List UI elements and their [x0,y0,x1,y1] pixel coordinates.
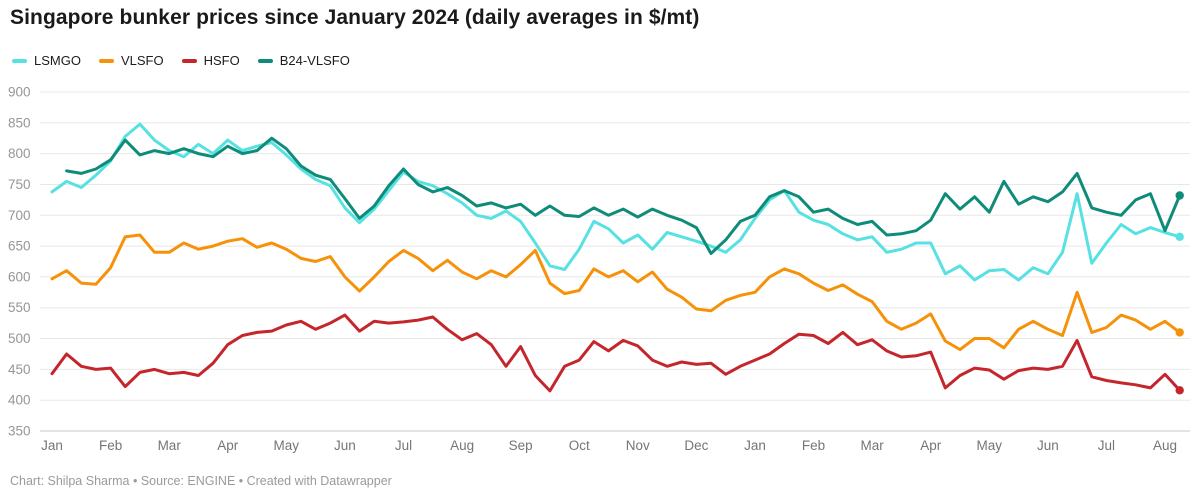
x-tick-label: Jul [1098,438,1115,453]
x-tick-label: Jan [744,438,766,453]
y-tick-label: 350 [8,424,31,439]
x-tick-label: Feb [99,438,122,453]
y-tick-label: 700 [8,208,31,223]
x-tick-label: Jan [41,438,63,453]
y-tick-label: 750 [8,177,31,192]
series-line-lsmgo [50,122,1182,282]
y-tick-label: 500 [8,331,31,346]
y-tick-label: 800 [8,146,31,161]
x-tick-label: Apr [217,438,239,453]
y-tick-label: 900 [8,85,31,100]
hsfo-swatch-icon [181,58,197,63]
series-line-hsfo [50,313,1182,393]
x-tick-label: Jul [395,438,412,453]
x-tick-label: Oct [569,438,590,453]
x-tick-label: Aug [450,438,474,453]
x-tick-label: Apr [920,438,942,453]
x-tick-label: Aug [1153,438,1177,453]
series-end-marker-vlsfo [1175,328,1184,337]
legend-item-b24-vlsfo: B24-VLSFO [257,53,350,68]
vlsfo-swatch-icon [98,58,114,63]
legend-item-vlsfo: VLSFO [98,53,164,68]
y-tick-label: 600 [8,269,31,284]
legend-label-b24-vlsfo: B24-VLSFO [279,53,350,68]
lsmgo-swatch-icon [12,58,27,63]
legend-item-lsmgo: LSMGO [12,53,81,68]
x-tick-label: Dec [684,438,708,453]
series-end-marker-hsfo [1175,386,1184,395]
x-tick-label: May [977,438,1003,453]
x-tick-label: Mar [158,438,182,453]
legend-label-lsmgo: LSMGO [34,53,81,68]
series-end-marker-lsmgo [1175,232,1184,241]
line-chart-plot: 350 400 450 500 550 600 650 700 750 800 850 900 Jan F… [8,85,1190,453]
x-tick-label: Sep [509,438,533,453]
legend-label-vlsfo: VLSFO [120,53,164,68]
chart-legend: LSMGO VLSFO HSFO B24-VLSFO [12,53,368,68]
y-tick-label: 850 [8,115,31,130]
series-line-b24-vlsfo [65,136,1182,255]
y-tick-label: 400 [8,393,31,408]
series-line-vlsfo [50,233,1182,352]
legend-label-hsfo: HSFO [203,53,240,68]
page-title: Singapore bunker prices since January 20… [10,6,700,29]
x-tick-label: Jun [1037,438,1059,453]
y-tick-label: 450 [8,362,31,377]
x-tick-label: Feb [802,438,825,453]
y-tick-label: 650 [8,239,31,254]
chart-footer-attribution: Chart: Shilpa Sharma • Source: ENGINE • … [10,474,392,488]
legend-item-hsfo: HSFO [181,53,240,68]
x-tick-label: Jun [334,438,356,453]
x-tick-label: May [274,438,300,453]
x-tick-label: Nov [626,438,650,453]
y-tick-label: 550 [8,300,31,315]
x-tick-label: Mar [860,438,884,453]
series-end-marker-b24-vlsfo [1175,191,1184,200]
b24-vlsfo-swatch-icon [257,58,273,63]
